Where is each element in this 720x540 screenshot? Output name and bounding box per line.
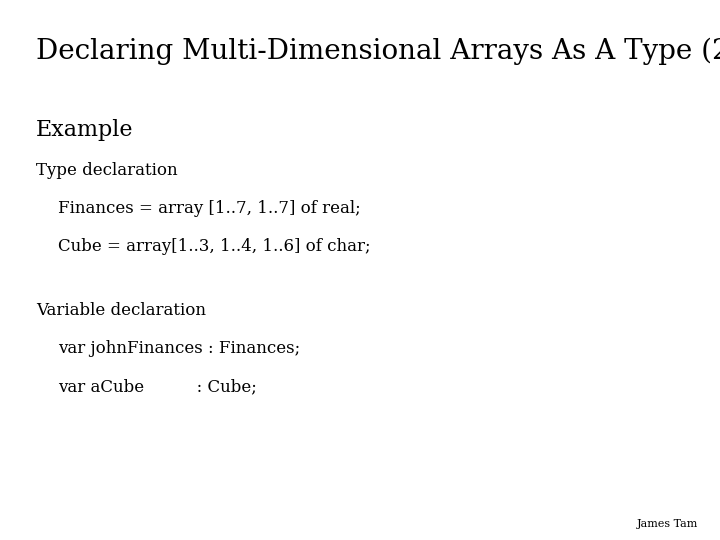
Text: Type declaration: Type declaration bbox=[36, 162, 178, 179]
Text: Example: Example bbox=[36, 119, 133, 141]
Text: Declaring Multi-Dimensional Arrays As A Type (2): Declaring Multi-Dimensional Arrays As A … bbox=[36, 38, 720, 65]
Text: Finances = array [1..7, 1..7] of real;: Finances = array [1..7, 1..7] of real; bbox=[58, 200, 360, 217]
Text: Variable declaration: Variable declaration bbox=[36, 302, 206, 319]
Text: var johnFinances : Finances;: var johnFinances : Finances; bbox=[58, 340, 300, 357]
Text: Cube = array[1..3, 1..4, 1..6] of char;: Cube = array[1..3, 1..4, 1..6] of char; bbox=[58, 238, 370, 254]
Text: var aCube          : Cube;: var aCube : Cube; bbox=[58, 378, 256, 395]
Text: James Tam: James Tam bbox=[637, 519, 698, 529]
